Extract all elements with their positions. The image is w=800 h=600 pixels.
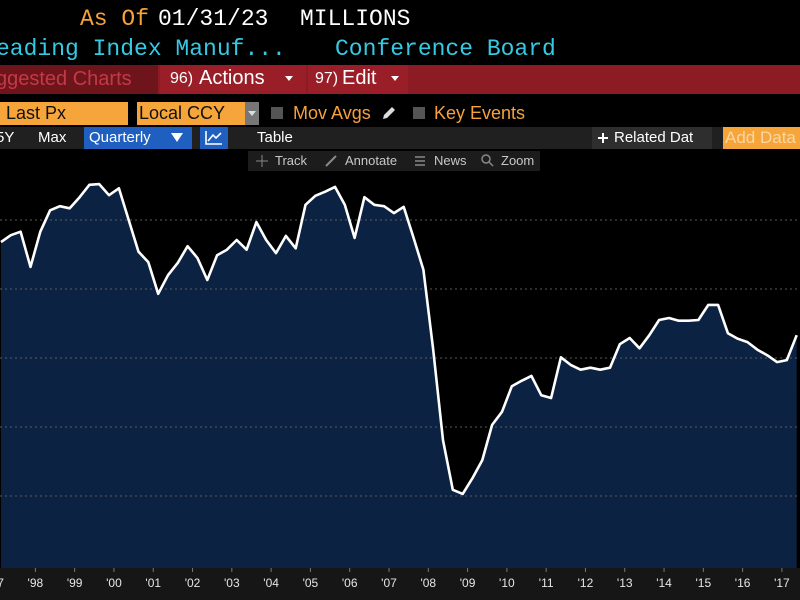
- x-tick-label: '13: [617, 576, 633, 590]
- as-of-date: 01/31/23: [158, 6, 269, 32]
- source: Conference Board: [335, 36, 556, 62]
- related-button[interactable]: [592, 127, 712, 149]
- track-icon: [256, 155, 268, 167]
- x-tick-label: '07: [381, 576, 397, 590]
- chart-toolbar: [248, 151, 540, 171]
- add-data-field[interactable]: [723, 127, 800, 149]
- dropdown-arrow: [391, 76, 399, 81]
- toolbar-button[interactable]: Track: [275, 153, 308, 168]
- x-tick-label: '97: [0, 576, 4, 590]
- x-tick-label: '06: [342, 576, 358, 590]
- frequency-select[interactable]: [84, 127, 192, 149]
- frequency-label: Quarterly: [89, 129, 151, 146]
- toolbar-button[interactable]: Annotate: [345, 153, 398, 168]
- x-tick-label: '14: [656, 576, 672, 590]
- field-select[interactable]: [0, 102, 128, 125]
- zoom-icon: [481, 154, 494, 167]
- edit-number: 97): [315, 70, 339, 87]
- dropdown-arrow: [248, 111, 256, 116]
- currency-label: Local CCY: [139, 103, 226, 123]
- actions-number: 96): [170, 70, 194, 87]
- x-tick-label: '02: [185, 576, 201, 590]
- plus-icon: [598, 133, 608, 143]
- range-button[interactable]: Max: [38, 129, 67, 146]
- range-button[interactable]: 5Y: [0, 129, 15, 146]
- annotate-icon: [325, 155, 337, 167]
- news-icon: [415, 156, 425, 166]
- table-button[interactable]: Table: [257, 129, 293, 146]
- x-tick-label: '98: [28, 576, 44, 590]
- x-tick-label: '04: [263, 576, 279, 590]
- checkbox[interactable]: [413, 107, 425, 119]
- security-name: eading Index Manuf...: [0, 36, 286, 62]
- pencil-icon[interactable]: [380, 104, 396, 122]
- field-label: Last Px: [6, 103, 67, 123]
- toolbar-button[interactable]: Zoom: [501, 153, 535, 168]
- x-axis-band: [0, 568, 800, 600]
- suggested-label: ggested Charts: [0, 68, 132, 90]
- chart-icon: [205, 131, 222, 145]
- toolbar-button[interactable]: News: [434, 153, 467, 168]
- dropdown-arrow: [285, 76, 293, 81]
- checkbox[interactable]: [271, 107, 283, 119]
- suggested-tab[interactable]: [0, 65, 158, 94]
- x-tick-label: '03: [224, 576, 240, 590]
- edit-label: Edit: [342, 67, 377, 89]
- x-tick-label: '01: [145, 576, 161, 590]
- chart: '97 '98 '99 '00 '01 '02 '03 '04 '05 '06 '07 '08 '09 '…: [0, 182, 800, 600]
- x-tick-label: '11: [539, 576, 554, 590]
- x-tick-label: '12: [578, 576, 594, 590]
- x-tick-label: '00: [106, 576, 122, 590]
- series-line: [0, 182, 798, 496]
- mov-avgs-label: Mov Avgs: [293, 103, 371, 123]
- actions-button[interactable]: [160, 65, 306, 94]
- x-tick-label: '16: [735, 576, 751, 590]
- units: MILLIONS: [300, 6, 411, 32]
- x-tick-label: '99: [67, 576, 83, 590]
- x-tick-label: '08: [420, 576, 436, 590]
- x-tick-label: '09: [460, 576, 476, 590]
- related-label: Related Dat: [614, 129, 694, 146]
- x-tick-label: '17: [774, 576, 790, 590]
- as-of-label: As Of: [80, 6, 150, 32]
- dropdown-arrow: [171, 133, 183, 142]
- area-fill: [0, 184, 797, 568]
- x-tick-label: '15: [696, 576, 712, 590]
- edit-button[interactable]: [308, 65, 408, 94]
- x-tick-label: '10: [499, 576, 515, 590]
- add-data-label: Add Data: [725, 128, 796, 147]
- key-events-label: Key Events: [434, 103, 526, 123]
- x-tick-label: '05: [303, 576, 319, 590]
- actions-label: Actions: [199, 67, 265, 89]
- currency-select[interactable]: [137, 102, 245, 125]
